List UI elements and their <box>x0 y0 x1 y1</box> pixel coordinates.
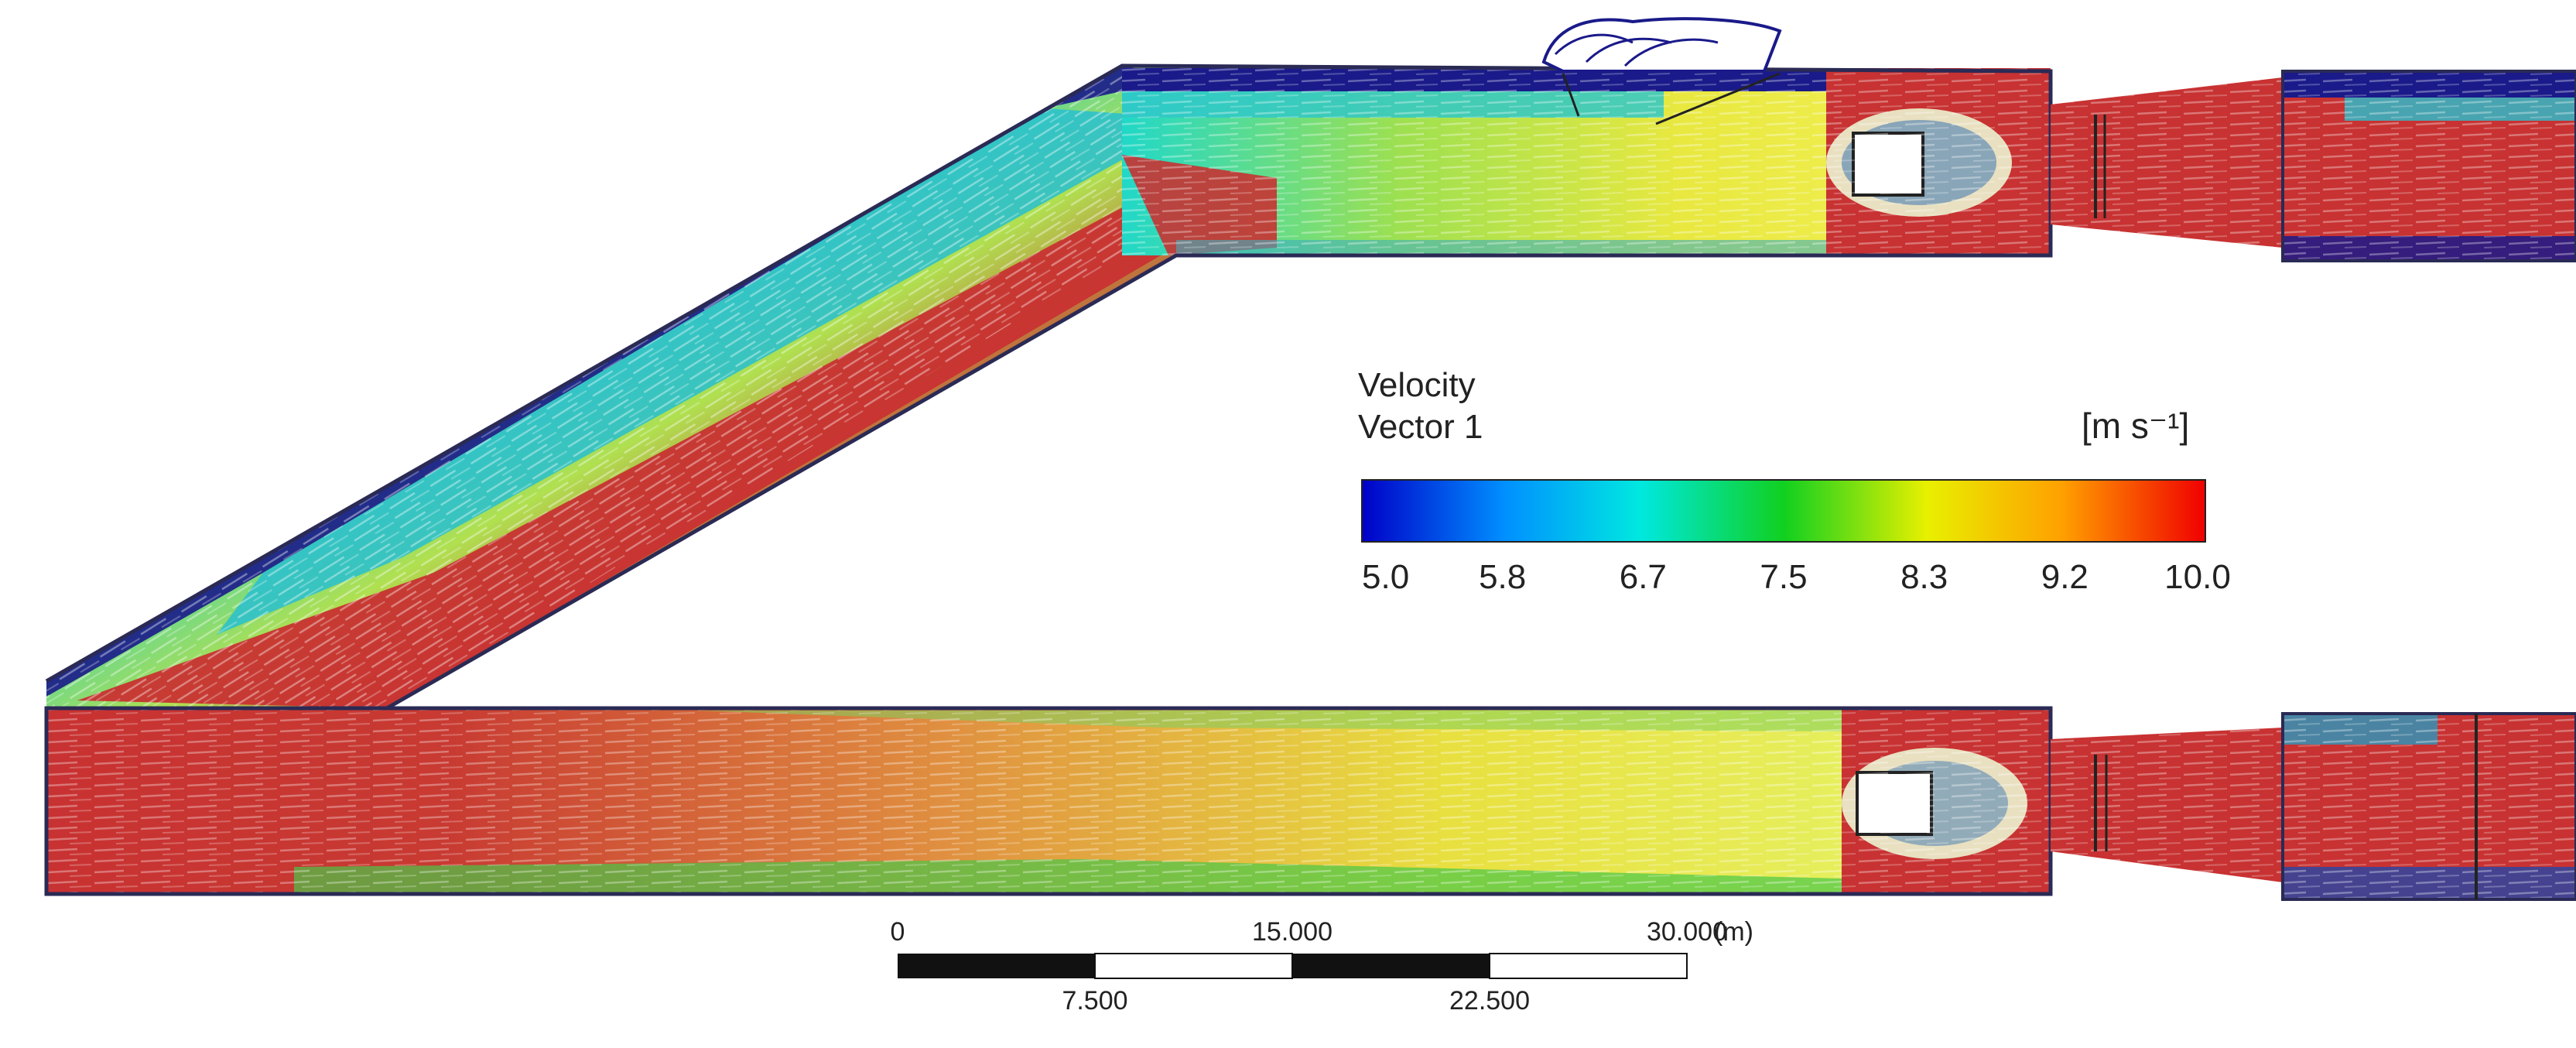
scale-bar: 0 15.000 30.000 (m) 7.500 22.500 <box>891 917 1753 1015</box>
velocity-legend: Velocity Vector 1 [m s⁻¹] 5.0 5.8 6.7 7.5 8.… <box>1358 366 2231 596</box>
scale-label-15: 15.000 <box>1252 917 1332 947</box>
legend-color-bar <box>1361 479 2206 543</box>
legend-tick-6: 10.0 <box>2164 558 2231 596</box>
scale-label-0: 0 <box>891 917 905 947</box>
scale-segment-2 <box>1094 953 1293 979</box>
legend-tick-2: 6.7 <box>1620 558 1667 596</box>
legend-tick-1: 5.8 <box>1479 558 1526 596</box>
top-side-inlet <box>1541 17 1782 125</box>
legend-tick-labels: 5.0 5.8 6.7 7.5 8.3 9.2 10.0 <box>1362 558 2231 596</box>
legend-title-line1: Velocity <box>1358 366 1476 404</box>
legend-tick-4: 8.3 <box>1900 558 1948 596</box>
lower-branch-channel <box>44 706 2576 901</box>
legend-tick-0: 5.0 <box>1362 558 1409 596</box>
scale-segment-3 <box>1292 954 1490 978</box>
legend-title-line2: Vector 1 <box>1358 408 1483 446</box>
legend-tick-3: 7.5 <box>1760 558 1807 596</box>
scale-label-30: 30.000 <box>1647 917 1727 947</box>
scale-segment-4 <box>1489 953 1688 979</box>
legend-tick-5: 9.2 <box>2041 558 2089 596</box>
scale-label-7-5: 7.500 <box>1062 986 1127 1015</box>
scale-unit: (m) <box>1714 917 1753 947</box>
scale-label-22-5: 22.500 <box>1449 986 1530 1015</box>
scale-segment-1 <box>898 954 1095 978</box>
legend-unit: [m s⁻¹] <box>2082 406 2189 446</box>
